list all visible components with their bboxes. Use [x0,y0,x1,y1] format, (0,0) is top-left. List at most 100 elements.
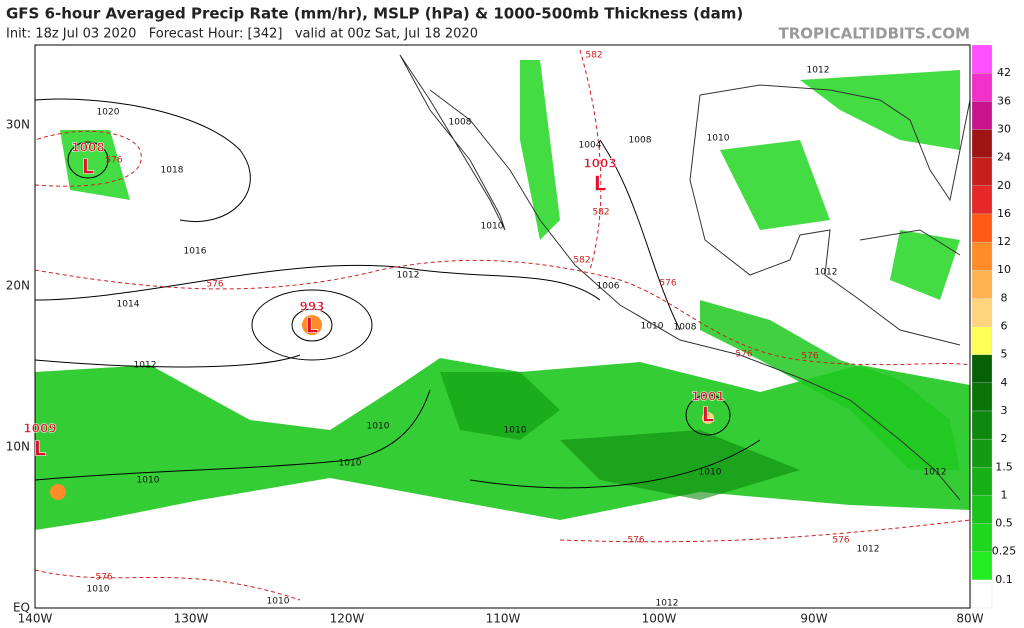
precip-max [302,315,322,335]
low-symbol: L [34,437,47,461]
thickness-label: 576 [95,573,112,583]
colorbar-label: 42 [997,66,1011,79]
isobar [34,264,601,301]
isobar-label: 1012 [807,66,830,76]
low-symbol: L [702,403,715,427]
colorbar-segment [971,241,993,271]
isobar-label: 1010 [641,322,664,332]
colorbar-segment [971,523,993,552]
thickness-label: 582 [592,208,609,218]
colorbar-label: 2 [1001,432,1008,445]
map-background [35,45,970,608]
isobar [469,439,761,489]
isobar-label: 1018 [161,166,184,176]
gulf-coast [689,94,961,346]
low-symbol: L [306,314,319,338]
colorbar-label: 5 [1001,348,1008,361]
colorbar-segment [971,326,993,355]
thickness-label: 576 [206,280,223,290]
title: GFS 6-hour Averaged Precip Rate (mm/hr),… [6,5,743,23]
colorbar-label: 10 [997,263,1011,276]
map-area [34,44,971,609]
colorbar-label: 20 [997,179,1011,192]
colorbar-segment [971,213,993,243]
low-symbol: L [594,172,607,196]
pacific-coast [429,89,961,501]
colorbar-segment [971,101,993,130]
isobar-label: 1012 [857,545,880,555]
lon-label: 140W [18,612,53,626]
colorbar-label: 1 [1001,488,1008,501]
precip-core [560,430,800,500]
isobar-label: 1012 [134,361,157,371]
subtitle: Init: 18z Jul 03 2020 Forecast Hour: [34… [6,27,478,42]
precip-max [702,412,714,424]
colorbar-segment [971,410,993,440]
thickness-label: 582 [573,256,590,266]
lon-label: 120W [330,612,365,626]
low-pressure: 1009 [23,422,56,436]
colorbar-label: 16 [997,207,1011,220]
thickness-line [34,130,142,187]
colorbar-segment [971,354,993,383]
isobar-label: 1012 [815,268,838,278]
isobar-label: 1010 [367,422,390,432]
precip-core [440,372,560,440]
isobar-label: 1010 [267,597,290,607]
colorbar-label: 24 [997,151,1011,164]
precip-max [50,484,66,500]
precip-area [700,300,960,470]
colorbar-label: 1.5 [995,460,1013,473]
colorbar-segment [971,185,993,215]
isobar [291,308,333,342]
colorbar-segment [971,44,993,74]
colorbar-label: 4 [1001,376,1008,389]
colorbar-segment [971,551,993,581]
us-coast [699,84,971,202]
low-pressure: 1003 [583,157,616,171]
isobar-label: 1012 [397,271,420,281]
isobar [685,394,731,436]
lat-label: 10N [6,440,30,454]
colorbar-segment [971,129,993,158]
isobar-label: 1006 [597,282,620,292]
isobar [67,141,109,179]
thickness-lines [34,49,971,601]
thickness-label: 576 [801,352,818,362]
lat-label: 20N [6,279,30,293]
lon-label: 100W [642,612,677,626]
colorbar-label: 30 [997,122,1011,135]
lon-label: 130W [174,612,209,626]
thickness-line [34,259,971,366]
lon-label: 90W [800,612,827,626]
isobar [34,389,431,481]
low-pressure: 993 [299,300,324,314]
colorbar-segment [971,438,993,468]
colorbar-label: 8 [1001,291,1008,304]
colorbar-segment [971,298,993,327]
isobar-label: 1010 [87,585,110,595]
thickness-line [34,519,971,601]
lon-label: 80W [956,612,983,626]
coastlines [399,54,971,501]
isobar-label: 1010 [699,468,722,478]
isobar-label: 1010 [339,459,362,469]
thickness-label: 576 [627,536,644,546]
colorbar-segment [971,157,993,186]
low-pressure: 1001 [691,390,724,404]
isobar-label: 1008 [674,323,697,333]
colorbar-segment [971,495,993,524]
colorbar-segment [971,270,993,299]
lat-label: 30N [6,118,30,132]
colorbar-segment [971,579,993,609]
isobar-label: 1012 [656,599,679,609]
isobar-label: 1020 [97,108,120,118]
isobar [34,354,301,368]
isobar-label: 1008 [629,136,652,146]
colorbar-segment [971,382,993,412]
colorbar-label: 0.1 [995,573,1013,586]
thickness-label: 576 [735,350,752,360]
isobars [34,98,761,489]
colorbar-label: 0.25 [992,545,1017,558]
